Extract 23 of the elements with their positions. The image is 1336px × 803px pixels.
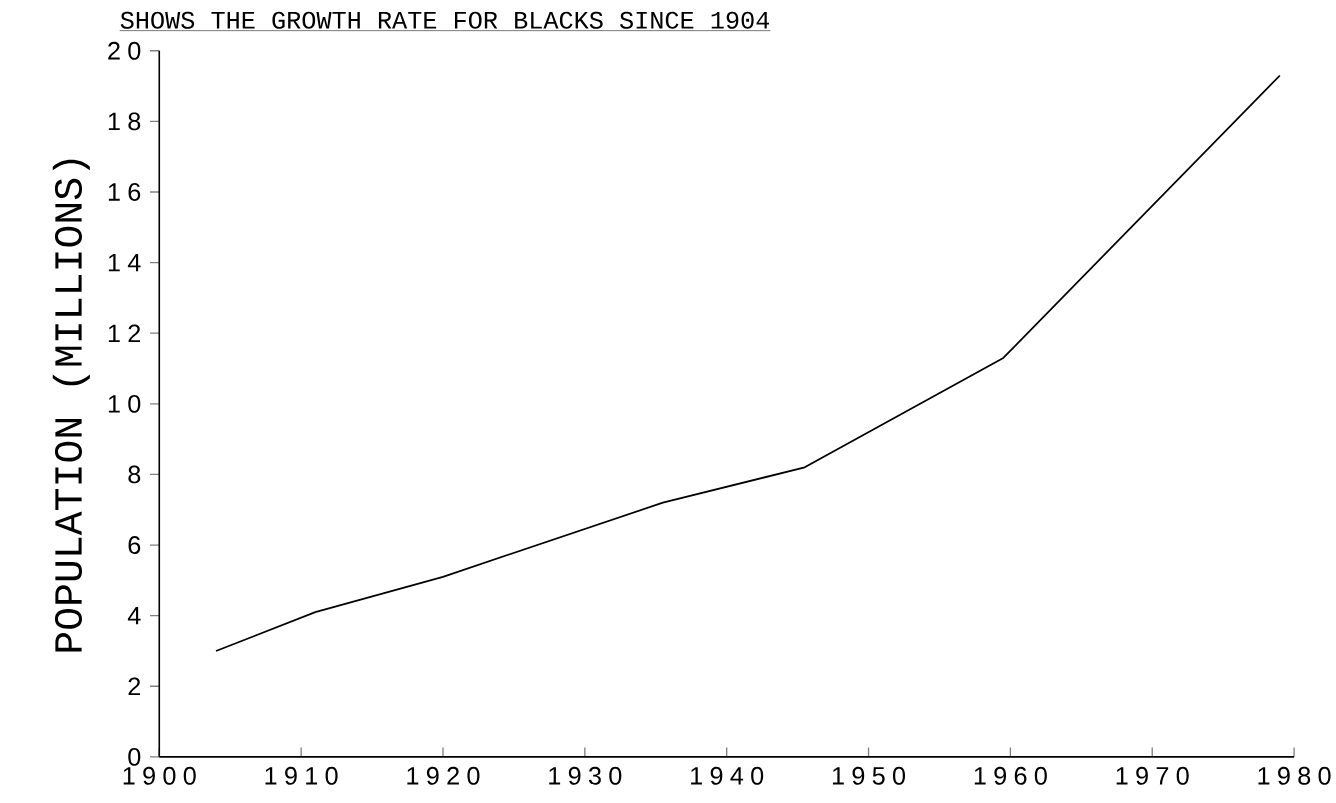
y-tick-label: 0 xyxy=(128,747,141,766)
y-tick-label: 2 xyxy=(128,677,141,695)
x-tick-label: 1 9 7 0 xyxy=(1116,766,1189,785)
line-series xyxy=(215,74,1281,652)
y-tick-label: 1 8 xyxy=(108,112,141,131)
x-tick-label: 1 9 8 0 xyxy=(1258,766,1331,785)
y-tick-label: 1 6 xyxy=(108,182,141,201)
y-tick-label: 1 4 xyxy=(108,253,141,272)
x-tick-label: 1 9 1 0 xyxy=(265,766,338,785)
x-tick-label: 1 9 0 0 xyxy=(123,766,196,785)
y-axis-title: POPULATION (MILLIONS) xyxy=(52,159,90,652)
y-tick-label: 1 2 xyxy=(108,324,141,342)
x-tick-label: 1 9 6 0 xyxy=(974,766,1047,785)
x-tick-label: 1 9 3 0 xyxy=(549,766,622,785)
chart-title: SHOWS THE GROWTH RATE FOR BLACKS SINCE 1904 xyxy=(120,11,770,29)
y-tick-label: 6 xyxy=(128,535,141,554)
y-tick-label: 8 xyxy=(128,465,141,484)
x-tick-label: 1 9 4 0 xyxy=(691,766,764,785)
y-tick-label: 2 0 xyxy=(108,41,141,60)
y-tick-label: 4 xyxy=(127,606,141,625)
x-tick-label: 1 9 2 0 xyxy=(407,766,480,785)
y-tick-label: 1 0 xyxy=(108,394,141,413)
x-tick-label: 1 9 5 0 xyxy=(832,766,906,785)
